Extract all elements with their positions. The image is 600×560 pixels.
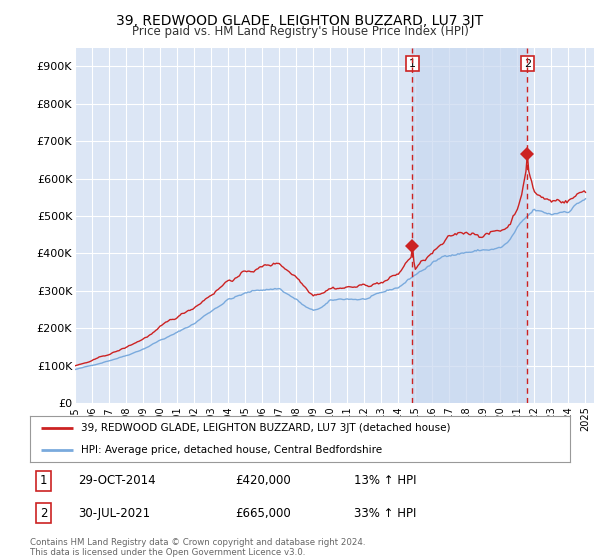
Text: 1: 1 <box>409 59 416 69</box>
Text: 1: 1 <box>40 474 47 487</box>
Text: HPI: Average price, detached house, Central Bedfordshire: HPI: Average price, detached house, Cent… <box>82 445 382 455</box>
Bar <box>412 48 527 403</box>
Text: 2: 2 <box>524 59 531 69</box>
Text: 33% ↑ HPI: 33% ↑ HPI <box>354 507 416 520</box>
Text: Contains HM Land Registry data © Crown copyright and database right 2024.
This d: Contains HM Land Registry data © Crown c… <box>30 538 365 557</box>
Text: £665,000: £665,000 <box>235 507 291 520</box>
Text: £420,000: £420,000 <box>235 474 291 487</box>
Text: 30-JUL-2021: 30-JUL-2021 <box>79 507 151 520</box>
Text: 29-OCT-2014: 29-OCT-2014 <box>79 474 156 487</box>
Text: 13% ↑ HPI: 13% ↑ HPI <box>354 474 416 487</box>
Text: 39, REDWOOD GLADE, LEIGHTON BUZZARD, LU7 3JT (detached house): 39, REDWOOD GLADE, LEIGHTON BUZZARD, LU7… <box>82 423 451 433</box>
Text: 39, REDWOOD GLADE, LEIGHTON BUZZARD, LU7 3JT: 39, REDWOOD GLADE, LEIGHTON BUZZARD, LU7… <box>116 14 484 28</box>
Text: 2: 2 <box>40 507 47 520</box>
Text: Price paid vs. HM Land Registry's House Price Index (HPI): Price paid vs. HM Land Registry's House … <box>131 25 469 38</box>
